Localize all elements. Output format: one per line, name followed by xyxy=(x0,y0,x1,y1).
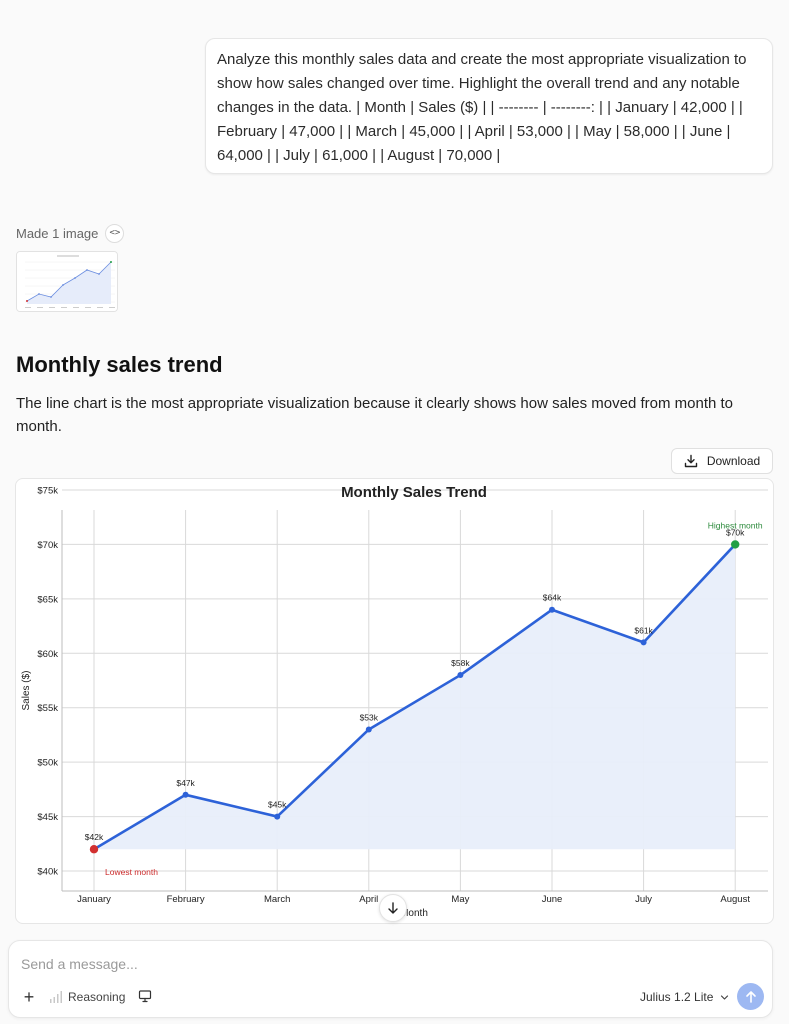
data-point xyxy=(640,639,647,646)
send-button[interactable] xyxy=(737,983,764,1010)
scroll-down-button[interactable] xyxy=(379,894,407,922)
x-tick-label: March xyxy=(264,894,290,905)
chart-card: $40k $45k $50k $55k $60k $65k $70k $75k January F… xyxy=(15,478,774,924)
assistant-heading: Monthly sales trend xyxy=(16,352,223,377)
data-label: $42k xyxy=(85,832,104,842)
x-tick-label: February xyxy=(167,894,205,905)
data-point xyxy=(731,540,740,549)
sales-line-chart: $40k $45k $50k $55k $60k $65k $70k $75k January F… xyxy=(21,484,768,919)
area-fill xyxy=(94,544,736,850)
y-tick-label: $55k xyxy=(37,703,58,714)
reasoning-toggle[interactable]: Reasoning xyxy=(49,988,125,1006)
y-tick-label: $60k xyxy=(37,649,58,660)
message-input[interactable] xyxy=(21,953,721,975)
message-composer: + Reasoning Julius 1.2 Lite xyxy=(8,940,773,1018)
model-label: Julius 1.2 Lite xyxy=(640,990,714,1004)
code-icon[interactable]: <> xyxy=(105,223,125,243)
data-point xyxy=(89,845,99,854)
data-label: $45k xyxy=(268,800,287,810)
x-tick-label: July xyxy=(635,894,652,905)
annotation-lowest: Lowest month xyxy=(105,867,158,877)
chevron-down-icon xyxy=(721,994,729,1000)
plus-icon[interactable]: + xyxy=(23,986,35,1007)
data-point xyxy=(274,813,281,820)
x-axis-label: Month xyxy=(400,908,428,919)
user-message-text: Analyze this monthly sales data and crea… xyxy=(217,51,747,164)
data-point xyxy=(549,606,555,613)
y-tick-label: $40k xyxy=(37,867,58,878)
x-tick-label: August xyxy=(720,894,750,905)
y-tick-label: $50k xyxy=(37,758,58,769)
chart-thumbnail[interactable] xyxy=(16,251,118,312)
y-tick-label: $65k xyxy=(37,594,58,605)
x-tick-label: January xyxy=(77,894,111,905)
download-label: Download xyxy=(706,454,761,468)
data-label: $70k xyxy=(726,527,745,537)
data-label: $47k xyxy=(176,778,195,788)
y-axis-label: Sales ($) xyxy=(21,670,32,710)
arrow-down-icon xyxy=(388,902,398,914)
model-select[interactable]: Julius 1.2 Lite xyxy=(640,988,729,1006)
series-line xyxy=(93,543,737,851)
signal-bars-icon xyxy=(50,991,62,1003)
y-tick-label: $75k xyxy=(37,486,58,497)
data-point xyxy=(457,672,464,679)
data-label: $61k xyxy=(634,625,653,635)
monitor-icon[interactable] xyxy=(138,989,152,1003)
data-label: $58k xyxy=(451,658,470,668)
download-button[interactable]: Download xyxy=(671,448,773,474)
made-image-label: Made 1 image xyxy=(16,225,99,241)
y-tick-label: $45k xyxy=(37,812,58,823)
chart-thumbnail-image xyxy=(17,252,117,311)
y-tick-label: $70k xyxy=(37,540,58,551)
reasoning-label: Reasoning xyxy=(68,990,126,1004)
data-point xyxy=(182,791,189,798)
arrow-up-icon xyxy=(745,990,756,1003)
chart-title: Monthly Sales Trend xyxy=(341,484,487,501)
made-image-row: Made 1 image <> xyxy=(16,223,125,243)
data-point xyxy=(365,726,372,733)
assistant-paragraph: The line chart is the most appropriate v… xyxy=(16,395,734,435)
user-message-bubble: Analyze this monthly sales data and crea… xyxy=(205,38,773,174)
download-icon xyxy=(684,454,698,468)
x-tick-label: June xyxy=(542,894,563,905)
data-label: $64k xyxy=(543,593,562,603)
x-tick-label: April xyxy=(359,894,378,905)
data-label: $53k xyxy=(360,712,379,722)
annotation-highest: Highest month xyxy=(708,520,763,530)
x-tick-label: May xyxy=(451,894,469,905)
